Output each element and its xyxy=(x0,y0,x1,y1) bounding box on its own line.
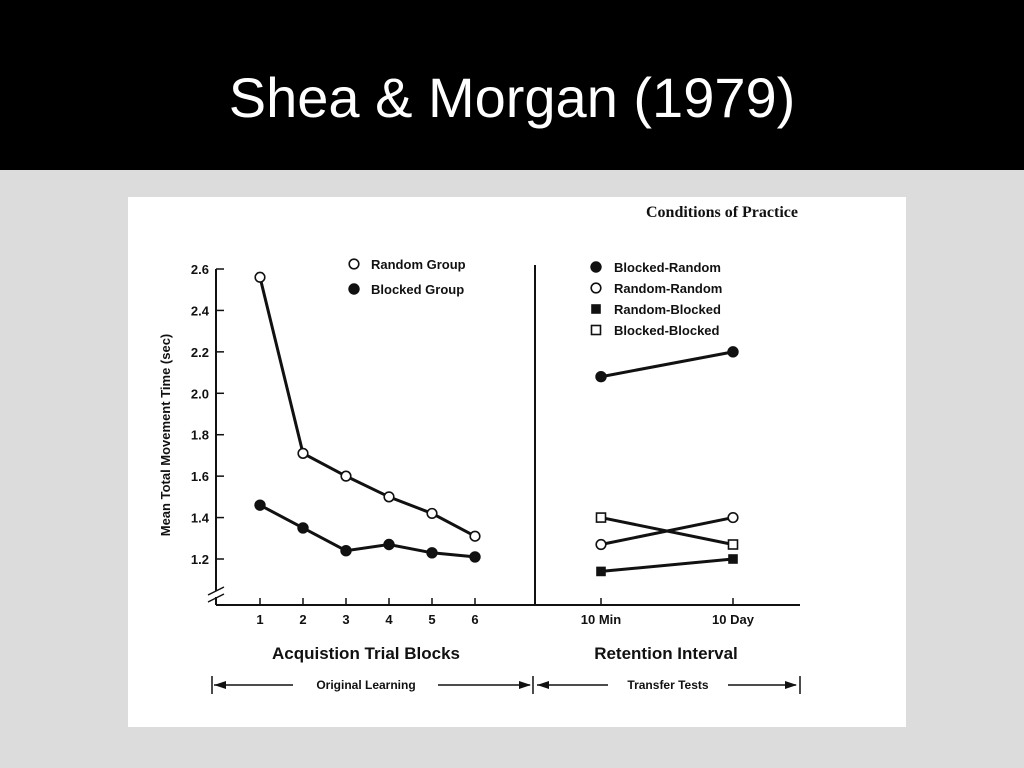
legend-marker xyxy=(590,324,602,336)
chart-svg: Conditions of Practice 1.2 1.4 1.6 1.8 2.0 2.… xyxy=(158,204,801,694)
tick-marks: 1 2 3 4 5 6 10 Min 10 Day xyxy=(256,598,755,627)
data-point xyxy=(340,470,352,482)
x-tick-label: 2 xyxy=(299,612,306,627)
legend-label: Blocked-Blocked xyxy=(614,323,720,338)
data-point xyxy=(595,371,607,383)
data-point xyxy=(595,538,607,551)
data-point xyxy=(469,530,481,542)
data-point xyxy=(383,538,395,551)
legend-marker xyxy=(348,258,360,270)
series-line xyxy=(259,503,476,559)
y-axis-label: Mean Total Movement Time (sec) xyxy=(158,334,173,537)
legend-label: Random-Blocked xyxy=(614,302,721,317)
y-axis: 1.2 1.4 1.6 1.8 2.0 2.2 2.4 2.6 xyxy=(191,262,225,605)
data-point xyxy=(727,346,739,358)
original-learning-bracket: Original Learning xyxy=(211,676,534,694)
data-point xyxy=(596,566,606,577)
y-tick-label: 2.4 xyxy=(191,303,210,318)
slide-title: Shea & Morgan (1979) xyxy=(228,66,796,129)
axis-break-mark xyxy=(207,586,225,603)
chart-figure: Conditions of Practice 1.2 1.4 1.6 1.8 2.0 2.… xyxy=(128,197,906,727)
series-acq-1 xyxy=(254,499,481,563)
x-tick-label: 10 Day xyxy=(712,612,755,627)
data-point xyxy=(254,499,266,511)
y-tick-label: 2.0 xyxy=(191,386,209,401)
y-tick-label: 1.4 xyxy=(191,511,210,526)
data-point xyxy=(297,447,309,459)
data-point xyxy=(595,512,607,523)
y-tick-label: 1.6 xyxy=(191,469,209,484)
legend-label: Blocked Group xyxy=(371,282,464,297)
legend-marker xyxy=(590,282,602,294)
series-ret-3 xyxy=(595,512,739,550)
series-line xyxy=(258,276,476,538)
data-point xyxy=(297,522,309,534)
series-line xyxy=(600,557,734,573)
data-point xyxy=(383,491,395,503)
transfer-tests-bracket: Transfer Tests xyxy=(537,676,801,694)
legend-label: Random-Random xyxy=(614,281,722,296)
data-point xyxy=(254,271,266,283)
x-tick-label: 5 xyxy=(428,612,435,627)
y-tick-label: 1.2 xyxy=(191,552,209,567)
x-axis-label-acquisition: Acquistion Trial Blocks xyxy=(272,644,460,663)
series-layer xyxy=(254,271,739,577)
bracket-label-original-learning: Original Learning xyxy=(316,678,415,692)
legend: Random Group Blocked Group Blocked-Random R… xyxy=(348,257,722,338)
series-acq-0 xyxy=(254,271,481,542)
data-point xyxy=(469,551,481,563)
data-point xyxy=(728,554,738,564)
x-tick-label: 1 xyxy=(256,612,263,627)
legend-marker xyxy=(348,283,360,295)
data-point xyxy=(727,539,739,550)
x-tick-label: 3 xyxy=(342,612,349,627)
y-tick-label: 2.2 xyxy=(191,345,209,360)
x-tick-label: 6 xyxy=(471,612,478,627)
data-point xyxy=(727,511,739,524)
y-tick-label: 2.6 xyxy=(191,262,209,277)
data-point xyxy=(340,545,352,557)
series-ret-2 xyxy=(596,554,738,577)
series-line xyxy=(600,516,734,546)
legend-label: Random Group xyxy=(371,257,466,272)
slide-header xyxy=(0,0,1024,170)
data-point xyxy=(426,507,438,520)
x-tick-label: 10 Min xyxy=(581,612,622,627)
legend-marker xyxy=(590,261,602,273)
data-point xyxy=(426,547,438,559)
bracket-label-transfer-tests: Transfer Tests xyxy=(627,678,708,692)
y-tick-label: 1.8 xyxy=(191,428,209,443)
x-axis-label-retention: Retention Interval xyxy=(594,644,738,663)
series-ret-0 xyxy=(595,346,739,383)
legend-marker xyxy=(591,304,601,314)
series-line xyxy=(600,350,734,379)
legend-label: Blocked-Random xyxy=(614,260,721,275)
x-tick-label: 4 xyxy=(385,612,393,627)
chart-title: Conditions of Practice xyxy=(646,204,798,221)
